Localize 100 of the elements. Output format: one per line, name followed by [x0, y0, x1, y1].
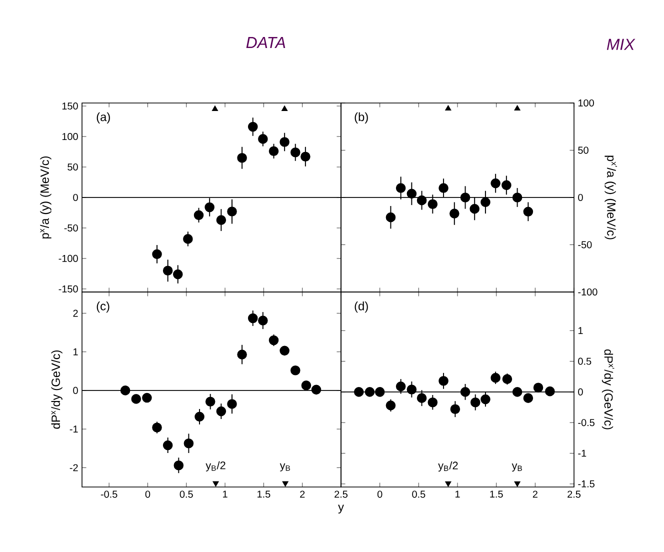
y-tick-label: -1.5	[578, 480, 594, 488]
point	[227, 399, 237, 409]
point	[406, 188, 417, 199]
y-tick-label: -100	[578, 288, 598, 296]
x-tick-label: 2	[532, 490, 538, 498]
y-tick-label: -100	[58, 254, 78, 262]
y-tick-label: -1	[578, 450, 586, 457]
text: (d)	[354, 302, 368, 313]
y-axis-title: p$^{x'}$/a (y) (MeV/c)	[604, 156, 618, 240]
point	[512, 192, 522, 202]
point	[258, 316, 268, 326]
x-tick-label: 0	[377, 490, 382, 498]
point	[282, 481, 288, 487]
point	[438, 183, 448, 193]
point	[445, 481, 452, 487]
point	[514, 105, 520, 111]
x-tick-label: 0.5	[180, 490, 193, 498]
point	[258, 134, 268, 144]
point	[396, 382, 406, 392]
point	[152, 249, 162, 260]
annotation: y$_{B}$/2	[206, 461, 226, 472]
y-tick-label: 1	[578, 327, 583, 334]
point	[523, 206, 534, 217]
point	[428, 199, 438, 209]
x-tick-label: 1	[223, 490, 228, 498]
point	[216, 406, 226, 416]
point	[280, 137, 290, 147]
y-tick-label: -150	[58, 285, 78, 292]
point	[490, 178, 500, 188]
annotation: y$_{B}$	[280, 463, 290, 472]
point	[460, 192, 470, 202]
point	[205, 396, 216, 407]
point	[480, 394, 490, 404]
point	[248, 122, 258, 132]
annotation: y$_{B}$/2	[438, 461, 458, 472]
point	[162, 266, 173, 276]
y-tick-label: 0.5	[578, 358, 592, 365]
point	[460, 387, 470, 397]
point	[301, 380, 312, 390]
point	[120, 386, 130, 396]
y-tick-label: 100	[578, 99, 594, 107]
point	[268, 335, 279, 346]
x-tick-label: 0.5	[412, 490, 426, 498]
y-tick-label: 1	[74, 348, 78, 356]
x-tick-label: 2.5	[568, 490, 581, 498]
point	[354, 387, 364, 397]
point	[445, 105, 452, 111]
point	[545, 386, 555, 396]
text: (c)	[96, 302, 110, 313]
point	[386, 400, 396, 410]
point	[237, 152, 247, 163]
x-axis-title: y	[338, 504, 344, 514]
x-tick-label: 2	[300, 490, 305, 498]
point	[416, 195, 427, 206]
x-tick-label: 1.5	[258, 490, 270, 498]
point	[512, 387, 522, 397]
point	[364, 387, 375, 397]
annotation: y$_{B}$	[512, 464, 522, 472]
text: DATA	[246, 37, 286, 48]
point	[450, 404, 460, 414]
y-axis-title: dP$^{x}$/dy (GeV/c)	[51, 350, 62, 429]
point	[174, 460, 184, 470]
y-tick-label: -1	[70, 426, 78, 432]
y-tick-label: 100	[62, 132, 78, 140]
point	[184, 438, 194, 448]
point	[290, 365, 300, 376]
point	[514, 481, 520, 487]
point	[374, 387, 385, 397]
point	[216, 215, 226, 225]
y-tick-label: -50	[578, 241, 592, 248]
x-tick-label: 2.5	[334, 490, 348, 498]
point	[416, 393, 427, 403]
point	[300, 152, 310, 162]
point	[212, 481, 219, 487]
point	[172, 269, 183, 280]
point	[490, 372, 500, 383]
point	[194, 210, 204, 220]
point	[280, 346, 290, 356]
x-tick-label: -0.5	[100, 490, 118, 498]
y-tick-label: 50	[68, 163, 78, 171]
y-tick-label: -50	[64, 224, 78, 232]
y-tick-label: 0	[578, 194, 583, 202]
point	[396, 183, 406, 193]
point	[227, 206, 237, 216]
point	[290, 147, 300, 158]
point	[212, 106, 218, 111]
text: MIX	[606, 38, 636, 50]
x-tick-label: 1	[456, 490, 460, 498]
y-tick-label: 50	[578, 146, 588, 154]
point	[183, 234, 193, 244]
text: (b)	[354, 112, 368, 124]
point	[502, 374, 512, 384]
y-tick-label: 2	[73, 310, 78, 317]
point	[248, 313, 258, 324]
point	[502, 180, 512, 190]
point	[450, 208, 460, 218]
point	[428, 397, 438, 408]
point	[523, 393, 534, 403]
y-tick-label: -0.5	[578, 419, 594, 426]
point	[194, 412, 204, 422]
